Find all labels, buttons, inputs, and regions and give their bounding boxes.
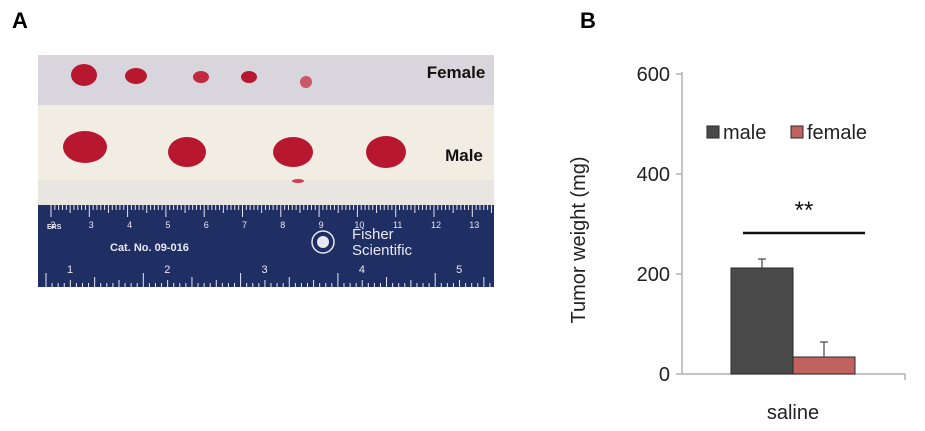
legend-swatch-female <box>790 125 804 139</box>
significance-label: ** <box>795 197 814 224</box>
ruler <box>38 205 494 287</box>
ruler-cm-label: 8 <box>280 220 285 230</box>
ruler-cm-label: 10 <box>354 220 364 230</box>
blood-spot <box>292 179 304 183</box>
bar-series <box>730 258 856 375</box>
female-tumor-1 <box>71 64 97 86</box>
legend-swatch-male <box>706 125 720 139</box>
ruler-cm-label: 6 <box>204 220 209 230</box>
ruler-cm-label: 9 <box>319 220 324 230</box>
ruler-edge-text: ERS <box>47 224 62 231</box>
female-tumor-4 <box>241 71 257 83</box>
ruler-cm-label: 12 <box>431 220 441 230</box>
female-row-background <box>38 55 494 105</box>
ruler-ticks: 2 3 4 5 6 7 8 9 10 11 12 131 2 3 4 5 <box>45 205 492 287</box>
tumor-photo-image: Female Male 2 3 4 5 6 7 8 9 10 11 12 131 2 3 4 5 ERS Ca… <box>38 55 494 287</box>
ruler-cm-label: 13 <box>469 220 479 230</box>
fisher-logo-icon <box>311 230 335 254</box>
legend: male female <box>706 122 867 144</box>
bar-male <box>730 267 794 375</box>
ruler-inch-label: 2 <box>164 264 170 276</box>
paper-shadow <box>38 180 494 205</box>
panel-letter-b: B <box>580 8 596 33</box>
ruler-catalog: Cat. No. 09-016 <box>110 242 189 254</box>
y-axis-label: Tumor weight (mg) <box>568 156 590 323</box>
fisher-logo-center-icon <box>317 236 329 248</box>
bar-female <box>792 356 856 375</box>
male-tumor-1 <box>63 131 107 163</box>
ruler-brand-line1: Fisher <box>352 226 394 243</box>
ruler-cm-label: 3 <box>89 220 94 230</box>
y-axis-ticks: 0 200 400 600 <box>637 64 906 386</box>
ruler-cm-label: 7 <box>242 220 247 230</box>
y-tick-label: 200 <box>637 264 670 286</box>
legend-label-male: male <box>723 122 766 144</box>
y-tick-label: 0 <box>659 364 670 386</box>
ruler-brand-line2: Scientific <box>352 242 413 259</box>
ruler-cm-label: 4 <box>127 220 132 230</box>
ruler-inch-label: 1 <box>67 264 73 276</box>
panel-letter-a: A <box>12 8 28 33</box>
y-tick-label: 400 <box>637 164 670 186</box>
ruler-cm-label: 5 <box>165 220 170 230</box>
label-male: Male <box>445 146 483 165</box>
ruler-cm-label: 11 <box>393 220 402 230</box>
label-female: Female <box>427 63 486 82</box>
y-tick-label: 600 <box>637 64 670 86</box>
ruler-inch-label: 5 <box>456 264 462 276</box>
male-tumor-4 <box>366 136 406 168</box>
ruler-inch-label: 4 <box>359 264 365 276</box>
male-tumor-2 <box>168 137 206 167</box>
x-category-label: saline <box>767 402 819 424</box>
male-tumor-3 <box>273 137 313 167</box>
tumor-weight-chart: 0 200 400 600 Tumor weight (mg) saline male… <box>568 64 906 424</box>
ruler-inch-label: 3 <box>262 264 268 276</box>
ruler-cm-label: 2 <box>50 220 55 230</box>
female-tumor-2 <box>125 68 147 84</box>
female-tumor-3 <box>193 71 209 83</box>
legend-label-female: female <box>807 122 867 144</box>
tumor-photo: Female Male 2 3 4 5 6 7 8 9 10 11 12 13 1 2 3 4 5 ERS Ca… <box>38 55 494 287</box>
female-tumor-5 <box>300 76 312 88</box>
